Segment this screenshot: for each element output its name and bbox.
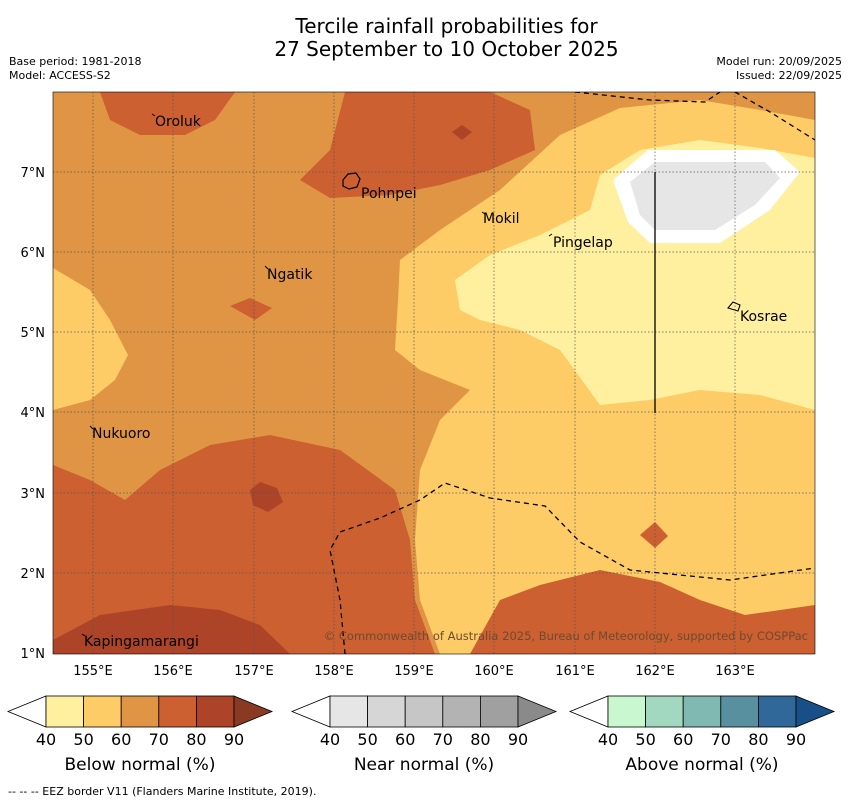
contour-below-70-north [300, 92, 535, 198]
longitude-labels: 155°E 156°E 157°E 158°E 159°E 160°E 161°… [73, 664, 755, 679]
contour-below-70-north-west [100, 92, 235, 135]
colorbar-near-cell [404, 695, 444, 728]
place-label-kapingamarangi: Kapingamarangi [84, 634, 199, 650]
place-label-nukuoro: Nukuoro [92, 426, 150, 442]
colorbar-near-high-arrow [517, 695, 558, 728]
lon-label: 158°E [314, 664, 354, 679]
colorbar-above-cell [645, 695, 684, 728]
colorbar-below-tick-label: 70 [149, 730, 169, 749]
contour-near-normal-40 [630, 162, 780, 230]
lat-label: 7°N [21, 166, 46, 181]
colorbar-title-below: Below normal (%) [64, 755, 216, 775]
lat-label: 4°N [21, 406, 46, 421]
place-labels: Oroluk Pohnpei Mokil Pingelap Ngatik Kos… [84, 114, 787, 650]
map-frame [52, 91, 816, 655]
colorbar-near-low-arrow [290, 695, 331, 728]
colorbar-above-cell [682, 695, 722, 728]
colorbar-near-cell [442, 695, 481, 728]
lat-label: 1°N [21, 647, 46, 662]
colorbar-near-cell [479, 695, 519, 728]
lon-label: 157°E [234, 664, 274, 679]
colorbar-near-tick-label: 80 [470, 730, 490, 749]
colorbar-below-cell [158, 695, 197, 728]
kosrae-island-outline [727, 301, 741, 312]
colorbar-below-cell [195, 695, 235, 728]
base-period-label: Base period: 1981-2018 [9, 55, 142, 68]
colorbar-above-tick-label: 60 [673, 730, 693, 749]
lon-label: 159°E [394, 664, 434, 679]
colorbar-below-tick-label: 60 [111, 730, 131, 749]
contour-below-70-south-east [470, 570, 815, 654]
metadata-right: Model run: 20/09/2025 Issued: 22/09/2025 [716, 55, 842, 83]
colorbar-below-low-arrow [6, 695, 47, 728]
lat-label: 3°N [21, 487, 46, 502]
colorbar-below-tick-label: 50 [73, 730, 93, 749]
contour-below-80-north [452, 125, 472, 140]
colorbars: 40 50 60 70 80 90 40 50 60 70 80 90 40 50 60 70 80 90 [6, 695, 836, 749]
colorbar-below-cell [83, 695, 122, 728]
contour-below-80-south [53, 605, 290, 654]
colorbar-above-tick-label: 80 [748, 730, 768, 749]
contour-below-50-west [53, 268, 128, 410]
place-label-oroluk: Oroluk [155, 114, 202, 130]
lat-label: 6°N [21, 246, 46, 261]
chart-title-line-2: 27 September to 10 October 2025 [274, 37, 619, 61]
contour-below-70-ngatik [230, 298, 272, 320]
place-label-pingelap: Pingelap [553, 235, 613, 251]
lat-label: 5°N [21, 326, 46, 341]
lon-label: 163°E [715, 664, 755, 679]
colorbar-title-near: Near normal (%) [353, 755, 495, 775]
lon-label: 156°E [153, 664, 193, 679]
colorbar-below-cell [120, 695, 160, 728]
colorbar-below-tick-label: 40 [36, 730, 56, 749]
model-run-label: Model run: 20/09/2025 [716, 55, 842, 68]
colorbar-above-high-arrow [795, 695, 836, 728]
model-label: Model: ACCESS-S2 [9, 69, 111, 82]
colorbar-above-cell [758, 695, 797, 728]
contour-below-80-middle [250, 482, 283, 512]
copyright-notice: © Commonwealth of Australia 2025, Bureau… [324, 629, 808, 643]
contour-below-70-small [640, 522, 668, 548]
colorbar-above-tick-label: 50 [635, 730, 655, 749]
lon-label: 155°E [73, 664, 113, 679]
lon-label: 160°E [474, 664, 514, 679]
place-label-ngatik: Ngatik [267, 267, 313, 283]
colorbar-above-cell [720, 695, 759, 728]
eez-borders [329, 92, 815, 654]
eez-source-footnote: -- -- -- EEZ border V11 (Flanders Marine… [8, 785, 317, 798]
lat-label: 2°N [21, 567, 46, 582]
place-label-mokil: Mokil [483, 211, 520, 227]
colorbar-below-tick-label: 90 [224, 730, 244, 749]
island-markers [81, 113, 553, 637]
colorbar-near-tick-label: 50 [357, 730, 377, 749]
metadata-left: Base period: 1981-2018 Model: ACCESS-S2 [9, 55, 141, 83]
colorbar-below-tick-label: 80 [186, 730, 206, 749]
colorbar-above-tick-label: 70 [711, 730, 731, 749]
colorbar-above-cell [607, 695, 646, 728]
lon-label: 162°E [635, 664, 675, 679]
colorbar-near-cell [329, 695, 368, 728]
lon-label: 161°E [555, 664, 595, 679]
colorbar-near-cell [367, 695, 406, 728]
probability-contours [53, 92, 815, 654]
chart-title-line-1: Tercile rainfall probabilities for [295, 14, 598, 38]
place-label-pohnpei: Pohnpei [361, 186, 417, 202]
contour-below-40-small [600, 370, 678, 398]
colorbar-below-cell [45, 695, 84, 728]
colorbar-title-above: Above normal (%) [625, 755, 779, 775]
colorbar-below-high-arrow [233, 695, 274, 728]
place-label-kosrae: Kosrae [740, 309, 787, 325]
colorbar-above-low-arrow [568, 695, 609, 728]
issued-label: Issued: 22/09/2025 [735, 69, 842, 82]
colorbar-above-tick-label: 90 [786, 730, 806, 749]
colorbar-near-tick-label: 40 [320, 730, 340, 749]
colorbar-above-tick-label: 40 [598, 730, 618, 749]
colorbar-near-tick-label: 70 [433, 730, 453, 749]
colorbar-near-tick-label: 60 [395, 730, 415, 749]
gridlines [53, 92, 815, 654]
colorbar-near-tick-label: 90 [508, 730, 528, 749]
latitude-labels: 7°N 6°N 5°N 4°N 3°N 2°N 1°N [21, 166, 46, 662]
pohnpei-island-outline [342, 172, 361, 190]
